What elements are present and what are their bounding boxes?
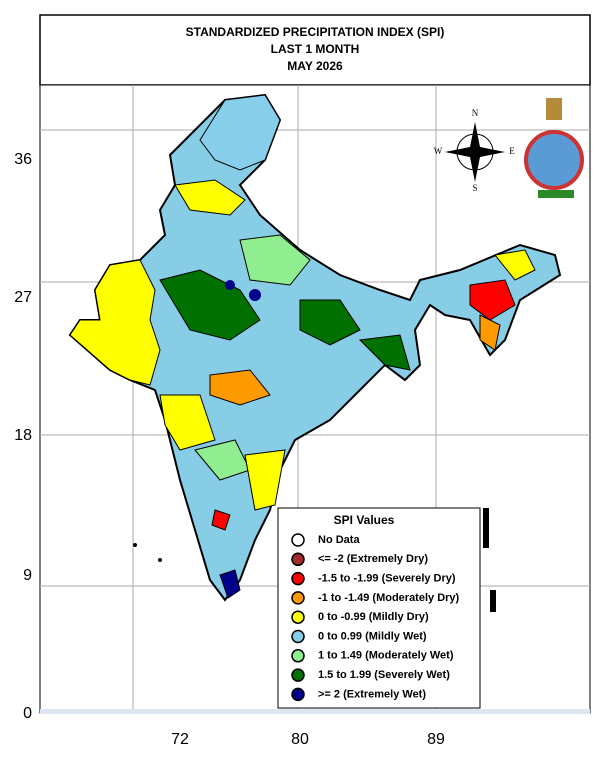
- island: [133, 543, 137, 547]
- legend-swatch: [291, 552, 305, 567]
- region: [159, 269, 261, 341]
- legend-label: -1.5 to -1.99 (Severely Dry): [318, 573, 456, 585]
- legend-swatch: [291, 629, 305, 644]
- sea-strip: [40, 709, 590, 714]
- title-line: STANDARDIZED PRECIPITATION INDEX (SPI): [186, 25, 445, 39]
- legend-box: [277, 507, 481, 709]
- region: [211, 509, 231, 531]
- x-axis-label: 80: [291, 731, 309, 748]
- title-group: STANDARDIZED PRECIPITATION INDEX (SPI) LA…: [186, 25, 445, 73]
- legend-label: No Data: [318, 534, 360, 546]
- y-axis-label: 9: [23, 567, 32, 584]
- logo-disc: [524, 130, 584, 190]
- dynamic-layer: 36 27 18 9 0 72 80 89 N S E W SPI Values No Data <= -2…: [14, 108, 515, 748]
- emblem-icon: [546, 98, 562, 120]
- title-line: LAST 1 MONTH: [271, 42, 360, 56]
- emblem: [524, 98, 584, 198]
- region: [199, 94, 281, 171]
- title-box: [39, 14, 591, 86]
- y-axis-label: 27: [14, 289, 32, 306]
- region: [239, 234, 311, 286]
- y-axis-label: 0: [23, 705, 32, 722]
- legend-label: -1 to -1.49 (Moderately Dry): [318, 592, 460, 604]
- region: [358, 334, 411, 371]
- x-axis-label: 89: [427, 731, 445, 748]
- island: [483, 508, 489, 548]
- region: [219, 569, 241, 599]
- region: [225, 280, 235, 290]
- legend-label: 0 to 0.99 (Mildly Wet): [318, 630, 427, 642]
- region: [174, 179, 246, 216]
- region: [249, 289, 261, 301]
- compass-letter: E: [509, 146, 515, 156]
- compass-letter: N: [472, 108, 479, 118]
- region: [299, 299, 361, 346]
- island: [490, 590, 496, 612]
- legend-swatch: [291, 610, 305, 624]
- legend-swatch: [291, 591, 305, 605]
- legend-swatch: [291, 649, 305, 663]
- legend-label: >= 2 (Extremely Wet): [318, 688, 426, 700]
- region: [159, 394, 216, 451]
- legend-title: SPI Values: [334, 513, 395, 527]
- legend-swatch: [291, 668, 305, 682]
- region: [209, 369, 271, 406]
- compass-star: [445, 122, 505, 182]
- legend-label: 1 to 1.49 (Moderately Wet): [318, 650, 454, 662]
- legend-label: <= -2 (Extremely Dry): [318, 553, 428, 565]
- legend-label: 0 to -0.99 (Mildly Dry): [318, 611, 429, 623]
- logo-ribbon: [538, 190, 574, 198]
- compass: [445, 122, 505, 182]
- y-axis-label: 36: [14, 151, 32, 168]
- islands: [133, 508, 496, 612]
- region: [469, 279, 516, 321]
- region: [244, 449, 286, 511]
- legend-swatch: [291, 533, 305, 547]
- region: [479, 314, 501, 351]
- legend-label: 1.5 to 1.99 (Severely Wet): [318, 669, 450, 681]
- legend-swatch: [291, 571, 305, 586]
- compass-letter: W: [434, 146, 443, 156]
- compass-letter: S: [472, 183, 477, 193]
- legend-swatch: [291, 687, 305, 702]
- x-axis-label: 72: [171, 731, 189, 748]
- y-axis-label: 18: [14, 427, 32, 444]
- title-line: MAY 2026: [287, 59, 343, 73]
- region: [69, 259, 161, 386]
- region: [494, 249, 536, 281]
- island: [158, 558, 162, 562]
- india-map: [68, 93, 562, 612]
